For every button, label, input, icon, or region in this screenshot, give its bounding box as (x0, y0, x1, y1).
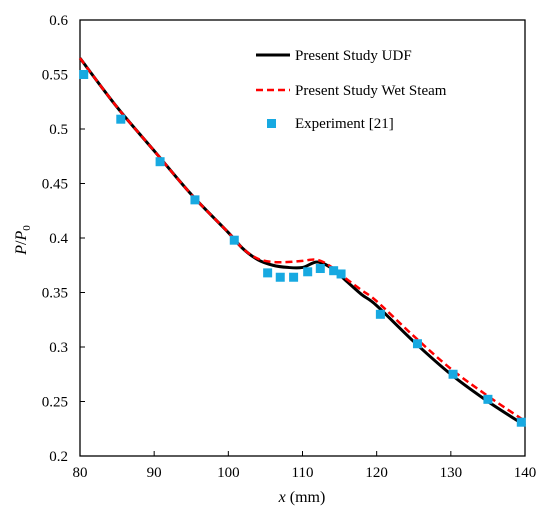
experiment-point (329, 266, 339, 276)
experiment-point (303, 267, 313, 277)
series-layer (78, 57, 526, 427)
experiment-point (263, 268, 273, 278)
experiment-point (275, 272, 285, 282)
y-tick-label: 0.25 (42, 395, 68, 411)
x-axis-label: x (mm) (278, 489, 326, 506)
y-axis-label-slash: / (13, 240, 30, 245)
experiment-point (190, 195, 200, 205)
experiment-point (289, 272, 299, 282)
experiment-point (155, 157, 165, 167)
y-tick-label: 0.4 (49, 231, 68, 247)
ticks: 80 90 100 110 120 130 140 0.2 0.25 0.3 0.35 0.4 0.45… (42, 13, 537, 481)
x-tick-label: 140 (514, 465, 537, 481)
y-tick-label: 0.2 (49, 449, 68, 465)
experiment-point (315, 264, 325, 274)
experiment-point (412, 339, 422, 349)
legend: Present Study UDF Present Study Wet Stea… (256, 48, 447, 132)
x-tick-label: 120 (365, 465, 388, 481)
series-line-udf (78, 57, 526, 427)
experiment-point (229, 235, 239, 245)
y-tick-label: 0.45 (42, 177, 68, 193)
x-tick-label: 80 (73, 465, 88, 481)
x-axis-label-var: x (278, 489, 286, 506)
experiment-point (375, 309, 385, 319)
x-tick-label: 130 (440, 465, 463, 481)
experiment-point (336, 269, 346, 279)
y-axis-label-subscript: 0 (21, 225, 33, 231)
y-tick-label: 0.3 (49, 340, 68, 356)
experiment-point (116, 114, 126, 124)
legend-label-experiment: Experiment [21] (295, 116, 394, 132)
legend-label-wet-steam: Present Study Wet Steam (295, 83, 447, 99)
y-tick-label: 0.5 (49, 122, 68, 138)
y-axis-label-denominator: P (13, 231, 30, 242)
x-tick-label: 90 (147, 465, 162, 481)
y-tick-label: 0.35 (42, 286, 68, 302)
y-axis-label: P/P0 (13, 225, 33, 256)
legend-label-udf: Present Study UDF (295, 48, 412, 64)
experiment-point (516, 417, 526, 427)
y-tick-label: 0.55 (42, 68, 68, 84)
legend-swatch-experiment (267, 119, 276, 128)
experiment-point (79, 70, 89, 79)
x-tick-label: 110 (292, 465, 314, 481)
experiment-point (483, 394, 493, 404)
y-axis-label-numerator: P (13, 245, 30, 256)
x-axis-label-unit: (mm) (286, 489, 326, 506)
experiment-point (448, 369, 458, 379)
x-tick-label: 100 (217, 465, 240, 481)
y-tick-label: 0.6 (49, 13, 68, 29)
series-line-wet-steam (79, 57, 526, 423)
